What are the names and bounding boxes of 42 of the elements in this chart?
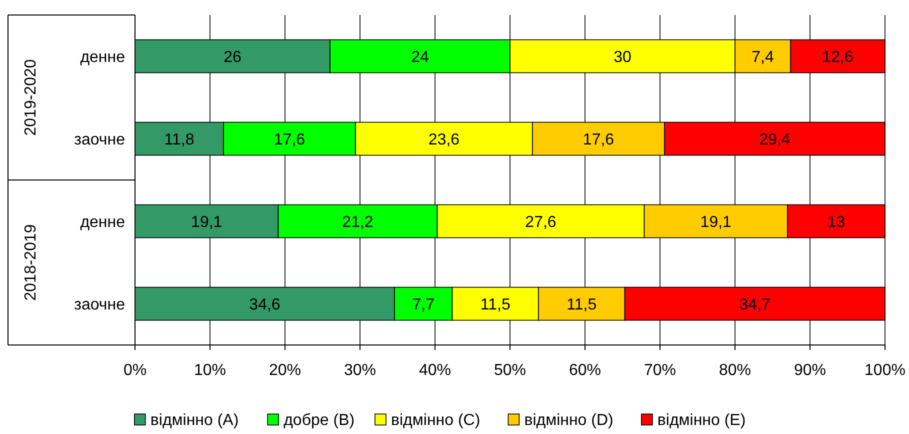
y-tick-label: денне	[80, 214, 126, 231]
data-label: 26	[224, 48, 242, 66]
x-tick-label: 60%	[568, 362, 602, 379]
data-label: 34,7	[739, 296, 771, 314]
data-label: 30	[614, 48, 632, 66]
x-tick-label: 70%	[644, 362, 676, 379]
x-tick-label: 90%	[794, 362, 826, 379]
data-label: 7,4	[752, 48, 774, 66]
data-label: 12,6	[822, 48, 854, 66]
legend-label: відмінно (A)	[150, 412, 239, 429]
y-tick-label: денне	[80, 48, 126, 66]
data-label: 19,1	[700, 214, 732, 231]
y-tick-label: заочне	[74, 296, 126, 314]
data-label: 11,5	[480, 296, 510, 314]
legend-label: відмінно (C)	[391, 412, 480, 429]
legend-label: добре (B)	[284, 412, 355, 429]
data-label: 23,6	[428, 131, 460, 148]
text: 2018-2019	[22, 224, 40, 301]
x-tick-label: 100%	[864, 362, 906, 379]
data-label: 29,4	[759, 131, 790, 148]
x-tick-label: 20%	[268, 362, 302, 379]
y-tick-label: заочне	[74, 131, 126, 148]
data-label: 19,1	[191, 214, 222, 231]
data-label: 27,6	[525, 214, 556, 231]
x-tick-label: 30%	[344, 362, 376, 379]
data-label: 7,7	[412, 296, 435, 314]
text: 2019-2020	[22, 59, 40, 136]
x-tick-label: 10%	[194, 362, 226, 379]
x-tick-label: 80%	[718, 362, 752, 379]
data-label: 24	[411, 48, 429, 66]
legend-label: відмінно (D)	[524, 412, 614, 429]
data-label: 21,2	[342, 214, 374, 231]
data-label: 17,6	[274, 131, 306, 148]
data-label: 17,6	[582, 131, 614, 148]
x-tick-label: 40%	[418, 362, 452, 379]
data-label: 11,5	[566, 296, 597, 314]
data-label: 34,6	[249, 296, 280, 314]
data-label: 11,8	[164, 131, 194, 148]
x-tick-label: 0%	[123, 362, 147, 379]
data-label: 13	[827, 214, 846, 231]
x-tick-label: 50%	[494, 362, 526, 379]
legend-label: відмінно (E)	[657, 412, 746, 429]
